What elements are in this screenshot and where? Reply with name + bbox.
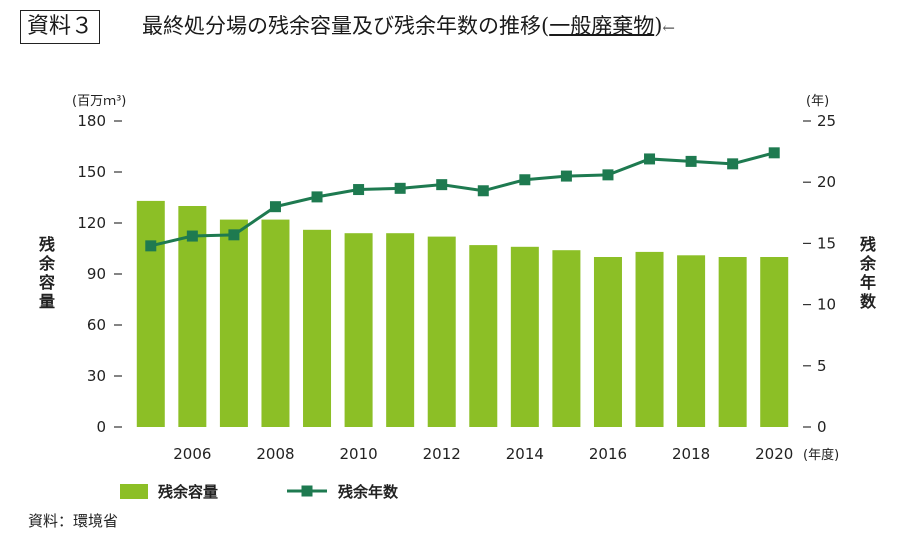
line-point [685, 155, 697, 167]
y-left-tick-label: 60 [87, 316, 106, 334]
bar [635, 251, 664, 427]
line-series [145, 147, 780, 252]
legend-line-marker [301, 485, 313, 497]
x-unit-label: (年度) [803, 447, 839, 463]
line-point [311, 191, 323, 203]
y-right-unit-label: (年) [806, 94, 829, 109]
y-right-tick-label: 25 [817, 112, 836, 130]
bar [677, 255, 706, 427]
line-path [150, 151, 775, 248]
y-left-tick-label: 30 [87, 367, 106, 385]
bar [219, 219, 248, 427]
source-note: 資料：環境省 [28, 512, 119, 530]
header: 資料３ 最終処分場の残余容量及び残余年数の推移(一般廃棄物)← [0, 0, 900, 60]
bar [552, 250, 581, 427]
title-return-mark: ← [662, 19, 675, 37]
x-tick-label: 2006 [173, 445, 211, 463]
x-tick-label: 2012 [423, 445, 461, 463]
line-point [394, 182, 406, 194]
line-point [519, 174, 531, 186]
line-point [353, 184, 365, 196]
legend: 残余容量 残余年数 [120, 483, 399, 501]
x-tick-label: 2014 [506, 445, 544, 463]
line-point [145, 240, 157, 252]
line-point [436, 179, 448, 191]
x-tick-label: 2010 [340, 445, 378, 463]
line-point [560, 170, 572, 182]
y-left-title: 残余容量 [38, 235, 56, 311]
line-point [269, 201, 281, 213]
x-axis: 2006 2008 2010 2012 2014 2016 2018 2020 (年度) [173, 445, 839, 463]
x-tick-label: 2008 [256, 445, 294, 463]
title-paren-open: ( [541, 14, 550, 38]
line-point [186, 230, 198, 242]
y-right-tick-label: 15 [817, 234, 836, 252]
bar [427, 236, 456, 427]
x-tick-label: 2020 [755, 445, 793, 463]
title-paren-close: ) [654, 14, 663, 38]
document-label: 資料３ [20, 10, 101, 44]
y-left-tick-label: 0 [96, 418, 106, 436]
x-tick-label: 2016 [589, 445, 627, 463]
bar [510, 246, 539, 427]
legend-line-label: 残余年数 [338, 483, 399, 501]
line-point [727, 158, 739, 170]
left-axis: 0 30 60 90 120 150 180 (百万ｍ³) [72, 94, 126, 436]
legend-bar-swatch [120, 484, 148, 499]
right-axis: 0 5 10 15 20 25 (年) [803, 94, 836, 436]
bar-series [136, 200, 789, 427]
bar [760, 257, 789, 427]
bar [178, 206, 207, 427]
bar [469, 245, 498, 427]
chart: 0 30 60 90 120 150 180 (百万ｍ³) 0 5 10 15 20 25 (年) 200… [38, 94, 877, 501]
line-point [602, 169, 614, 181]
line-point [768, 147, 780, 159]
bar [136, 200, 165, 427]
bar [593, 257, 622, 427]
title-main: 最終処分場の残余容量及び残余年数の推移 [142, 14, 541, 38]
x-tick-label: 2018 [672, 445, 710, 463]
axis-titles: 残余容量 残余年数 [38, 235, 877, 311]
title-underlined: 一般廃棄物 [549, 14, 655, 38]
bar [718, 257, 747, 427]
bar [261, 219, 290, 427]
bar [386, 233, 415, 427]
line-point [228, 229, 240, 241]
legend-bar-label: 残余容量 [158, 483, 218, 501]
y-right-title: 残余年数 [859, 235, 877, 311]
y-right-tick-label: 20 [817, 173, 836, 191]
y-right-tick-label: 0 [817, 418, 827, 436]
y-right-tick-label: 10 [817, 296, 836, 314]
bar [344, 233, 373, 427]
y-left-tick-label: 120 [77, 214, 106, 232]
line-point [477, 185, 489, 197]
y-left-tick-label: 180 [77, 112, 106, 130]
line-point [644, 153, 656, 165]
y-left-tick-label: 90 [87, 265, 106, 283]
y-left-unit-label: (百万ｍ³) [72, 94, 126, 109]
y-right-tick-label: 5 [817, 357, 827, 375]
chart-title: 最終処分場の残余容量及び残余年数の推移(一般廃棄物)← [142, 12, 675, 42]
bar [303, 229, 332, 427]
y-left-tick-label: 150 [77, 163, 106, 181]
